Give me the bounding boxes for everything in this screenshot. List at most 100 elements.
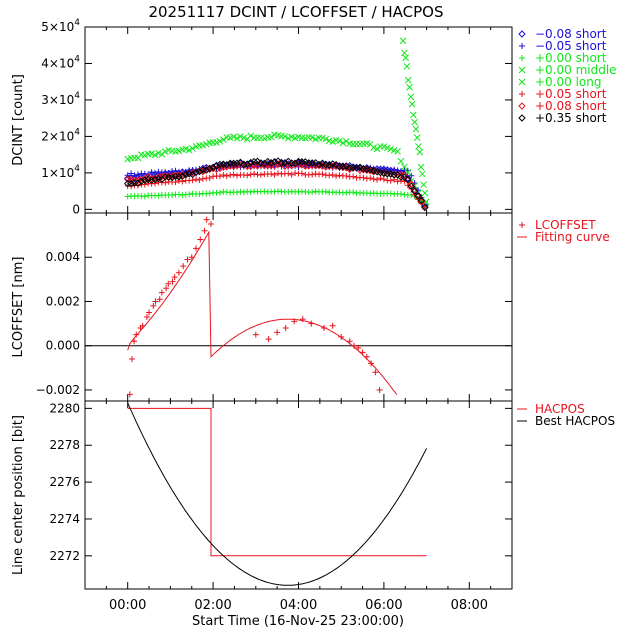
data-point <box>186 191 193 198</box>
panel-dcint-y-ticks: 0 1×104 2×104 3×104 4×104 5×104 <box>41 18 512 216</box>
data-point <box>285 170 292 177</box>
data-point <box>421 203 429 212</box>
panel-lcoffset-marks <box>126 216 398 398</box>
data-point <box>329 171 336 178</box>
data-point <box>236 158 245 167</box>
data-point <box>216 173 223 180</box>
data-point <box>141 193 148 200</box>
data-point <box>175 269 182 276</box>
data-point <box>418 170 426 178</box>
legend-marker <box>519 222 525 228</box>
data-point <box>202 140 210 148</box>
data-point <box>315 160 323 169</box>
data-point <box>394 178 401 185</box>
data-point <box>189 177 196 184</box>
data-point <box>416 148 424 156</box>
data-point <box>400 171 409 180</box>
data-point <box>329 322 336 329</box>
data-point <box>180 263 187 270</box>
y-tick-label: 2278 <box>49 438 80 452</box>
data-point <box>336 137 343 145</box>
legend-marker <box>519 43 525 49</box>
data-point <box>223 172 230 179</box>
panel-hacpos-x-ticks <box>84 401 513 589</box>
data-point <box>281 159 289 167</box>
data-point <box>243 160 251 168</box>
data-point <box>404 175 412 184</box>
x-tick-label: 04:00 <box>280 598 317 613</box>
data-point <box>250 157 258 166</box>
data-point <box>216 189 223 196</box>
data-point <box>128 170 135 177</box>
data-point <box>277 159 286 167</box>
data-point <box>325 161 333 169</box>
data-point <box>165 280 172 287</box>
data-point <box>193 245 200 252</box>
y-tick-label: 0.000 <box>46 339 80 353</box>
data-point <box>182 170 190 179</box>
data-point <box>355 344 362 351</box>
data-point <box>410 187 419 196</box>
data-point <box>407 93 415 101</box>
panel-dcint-frame <box>84 26 513 214</box>
data-point <box>227 172 234 179</box>
data-point <box>197 236 204 243</box>
data-point <box>209 163 217 172</box>
data-point <box>206 175 213 182</box>
panel-hacpos-frame <box>84 400 513 590</box>
data-point <box>301 162 310 170</box>
legend-label: Fitting curve <box>535 230 610 244</box>
data-point <box>205 164 214 173</box>
data-point <box>367 175 374 182</box>
data-point <box>207 221 214 228</box>
data-point <box>401 49 408 57</box>
data-point <box>233 134 241 142</box>
data-point <box>216 160 224 169</box>
data-point <box>420 181 427 189</box>
data-point <box>298 170 305 177</box>
y-tick-label: 0.004 <box>46 250 80 264</box>
data-point <box>233 159 241 167</box>
data-point <box>291 159 299 167</box>
panel-dcint: 0 1×104 2×104 3×104 4×104 5×104 DCINT [count]… <box>11 18 617 216</box>
data-point <box>284 157 292 166</box>
data-point <box>270 158 279 166</box>
data-point <box>230 133 237 141</box>
panel-hacpos-marks <box>127 402 428 586</box>
y-tick-label: 2274 <box>49 512 80 526</box>
panel-lcoffset-frame <box>84 212 513 402</box>
data-point <box>406 83 413 91</box>
data-point <box>151 151 159 159</box>
data-point <box>247 171 254 178</box>
data-point <box>326 172 333 179</box>
data-point <box>144 173 152 181</box>
legend-marker <box>518 114 526 122</box>
data-point <box>244 172 251 179</box>
data-point <box>169 192 176 199</box>
data-point <box>134 171 141 178</box>
data-point <box>275 170 282 177</box>
data-point <box>147 176 156 185</box>
data-point <box>397 191 404 198</box>
data-point <box>333 173 340 180</box>
data-point <box>257 171 264 178</box>
y-tick-label: 5×104 <box>41 18 80 34</box>
data-point <box>352 164 361 172</box>
data-point <box>265 336 272 343</box>
data-point <box>220 171 227 178</box>
data-point <box>308 159 316 167</box>
y-tick-label: 2272 <box>49 549 80 563</box>
data-point <box>274 329 281 336</box>
data-point <box>309 171 316 178</box>
data-point <box>384 166 391 173</box>
legend-marker <box>519 55 525 61</box>
data-point <box>322 188 329 195</box>
data-point <box>154 173 163 182</box>
data-point <box>251 170 258 177</box>
data-point <box>267 159 275 167</box>
data-point <box>213 139 220 146</box>
data-point <box>402 54 410 62</box>
data-point <box>387 190 394 197</box>
data-point <box>414 192 422 201</box>
